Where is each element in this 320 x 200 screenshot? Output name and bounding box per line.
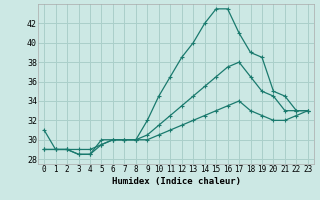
X-axis label: Humidex (Indice chaleur): Humidex (Indice chaleur) xyxy=(111,177,241,186)
